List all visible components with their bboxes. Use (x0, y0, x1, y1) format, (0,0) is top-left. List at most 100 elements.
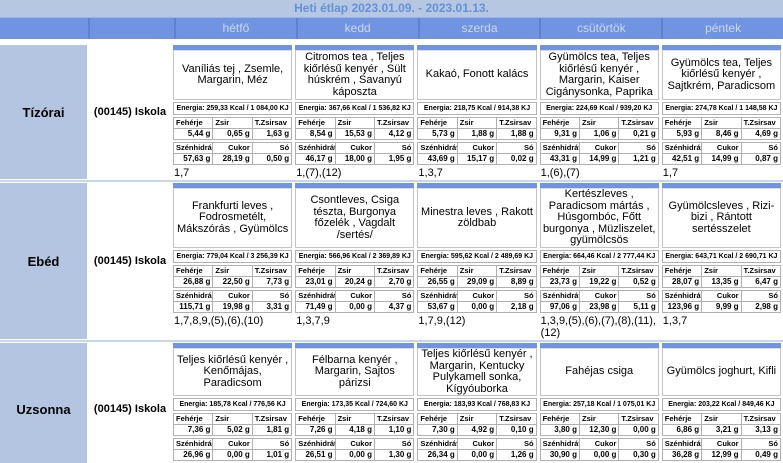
nutrition-table-bottom: Szénhidrát Cukor Só 26,96 g 0,00 g 1,01 … (173, 438, 293, 461)
allergen-codes: 1,3,7 (662, 315, 688, 327)
salt-label: Só (741, 143, 781, 154)
fat-value: 3,21 g (702, 425, 742, 436)
meal-name-label: Uzsonna (0, 343, 87, 463)
cell-accent-bar (539, 183, 659, 188)
transfat-value: 0,10 g (497, 425, 537, 436)
fat-value: 12,30 g (579, 425, 620, 436)
nutrition-table-top: Fehérje Zsir T.Zsirsav 23,01 g 20,24 g 2… (295, 265, 415, 288)
fat-label: Zsir (702, 414, 742, 425)
protein-label: Fehérje (296, 118, 336, 129)
meal-description: Vaníliás tej , Zsemle, Margarin, Méz (173, 50, 293, 100)
transfat-value: 4,69 g (741, 129, 781, 140)
header-empty-cell-2 (90, 18, 174, 39)
fat-label: Zsir (457, 118, 498, 129)
nutrition-table-bottom: Szénhidrát Cukor Só 123,96 g 9,99 g 2,98… (661, 290, 781, 313)
protein-label: Fehérje (662, 414, 703, 425)
energy-value: Energia: 595,62 Kcal / 2 489,69 KJ (417, 250, 537, 263)
sugar-label: Cukor (213, 439, 253, 450)
nutrition-table-bottom: Szénhidrát Cukor Só 26,34 g 0,00 g 1,26 … (417, 438, 537, 461)
transfat-label: T.Zsirsav (741, 266, 781, 277)
carb-label: Szénhidrát (174, 291, 214, 302)
menu-day-cell: Vaníliás tej , Zsemle, Margarin, Méz Ene… (172, 45, 294, 179)
nutrition-table-top: Fehérje Zsir T.Zsirsav 5,44 g 0,65 g 1,6… (173, 117, 293, 140)
protein-value: 9,31 g (540, 129, 580, 140)
cell-accent-bar (295, 45, 415, 50)
menu-day-cell: Gyümölcs tea, Teljes kiőrlésű kenyér , S… (661, 45, 783, 179)
sugar-label: Cukor (335, 143, 375, 154)
meal-row: Ebéd (00145) Iskola Frankfurti leves , F… (0, 183, 783, 339)
meal-name-label: Ebéd (0, 183, 87, 339)
carb-value: 43,31 g (540, 154, 580, 165)
protein-label: Fehérje (540, 118, 580, 129)
allergen-codes: 1,3,9,(5),(6),(7),(8),(11),(12) (540, 315, 656, 339)
protein-label: Fehérje (296, 414, 336, 425)
meal-description: Frankfurti leves , Fodrosmetélt, Mákszór… (173, 188, 293, 248)
sugar-label: Cukor (457, 291, 498, 302)
transfat-label: T.Zsirsav (252, 414, 293, 425)
salt-value: 0,30 g (619, 450, 659, 461)
allergen-codes: 1,3,7 (418, 167, 443, 179)
protein-value: 7,36 g (174, 425, 214, 436)
nutrition-table-top: Fehérje Zsir T.Zsirsav 23,73 g 19,22 g 0… (539, 265, 659, 288)
sugar-value: 0,00 g (335, 302, 375, 313)
carb-value: 71,49 g (296, 302, 336, 313)
fat-value: 22,50 g (213, 277, 253, 288)
salt-value: 1,01 g (252, 450, 293, 461)
meal-description: Kertészleves , Paradicsom mártás , Húsgo… (539, 188, 659, 248)
meal-description: Minestra leves , Rakott zöldbab (417, 188, 537, 248)
fat-value: 19,22 g (579, 277, 620, 288)
protein-label: Fehérje (418, 118, 458, 129)
nutrition-table-bottom: Szénhidrát Cukor Só 42,51 g 14,99 g 0,87… (661, 142, 781, 165)
fat-label: Zsir (702, 118, 742, 129)
nutrition-table-top: Fehérje Zsir T.Zsirsav 5,93 g 8,46 g 4,6… (661, 117, 781, 140)
protein-value: 6,86 g (662, 425, 703, 436)
carb-label: Szénhidrát (418, 439, 458, 450)
allergen-codes: 1,(7),(12) (296, 167, 342, 179)
allergen-codes: 1,7 (662, 167, 679, 179)
energy-value: Energia: 173,35 Kcal / 724,60 KJ (295, 398, 415, 411)
menu-day-cell: Gyümölcsleves , Rizi-bizi , Rántott sert… (661, 183, 783, 339)
fat-value: 5,02 g (213, 425, 253, 436)
meal-row: Tízórai (00145) Iskola Vaníliás tej , Zs… (0, 45, 783, 179)
menu-day-cell: Minestra leves , Rakott zöldbab Energia:… (416, 183, 538, 339)
fat-value: 20,24 g (335, 277, 375, 288)
menu-day-cell: Kertészleves , Paradicsom mártás , Húsgo… (539, 183, 661, 339)
menu-rows: Tízórai (00145) Iskola Vaníliás tej , Zs… (0, 45, 783, 463)
carb-value: 57,63 g (174, 154, 214, 165)
salt-value: 5,11 g (619, 302, 659, 313)
transfat-value: 3,13 g (741, 425, 781, 436)
transfat-value: 1,10 g (374, 425, 415, 436)
day-header-tuesday: kedd (297, 18, 418, 39)
carb-label: Szénhidrát (174, 143, 214, 154)
protein-label: Fehérje (174, 118, 214, 129)
meal-description: Citromos tea , Teljes kiőrlésű kenyér , … (295, 50, 415, 100)
cell-accent-bar (173, 343, 293, 348)
allergen-codes: 1,(6),(7) (540, 167, 580, 179)
carb-value: 30,90 g (540, 450, 580, 461)
menu-day-cell: Teljes kiőrlésű kenyér , Margarin, Kentu… (416, 343, 538, 463)
sugar-value: 19,98 g (213, 302, 253, 313)
fat-label: Zsir (213, 118, 253, 129)
salt-value: 0,49 g (741, 450, 781, 461)
nutrition-table-bottom: Szénhidrát Cukor Só 71,49 g 0,00 g 4,37 … (295, 290, 415, 313)
salt-label: Só (741, 291, 781, 302)
nutrition-table-bottom: Szénhidrát Cukor Só 30,90 g 0,00 g 0,30 … (539, 438, 659, 461)
fat-value: 4,18 g (335, 425, 375, 436)
salt-label: Só (619, 143, 659, 154)
fat-value: 13,35 g (702, 277, 742, 288)
menu-day-cell: Citromos tea , Teljes kiőrlésű kenyér , … (294, 45, 416, 179)
transfat-label: T.Zsirsav (741, 414, 781, 425)
meal-name-label: Tízórai (0, 45, 87, 179)
menu-day-cell: Fahéjas csiga Energia: 257,18 Kcal / 1 0… (539, 343, 661, 463)
protein-label: Fehérje (662, 266, 703, 277)
protein-value: 7,26 g (296, 425, 336, 436)
cell-accent-bar (661, 343, 781, 348)
row-separator (0, 179, 783, 183)
day-header-thursday: csütörtök (541, 18, 662, 39)
carb-value: 123,96 g (662, 302, 703, 313)
nutrition-table-bottom: Szénhidrát Cukor Só 57,63 g 28,19 g 0,50… (173, 142, 293, 165)
meal-description: Fahéjas csiga (539, 348, 659, 396)
nutrition-table-bottom: Szénhidrát Cukor Só 115,71 g 19,98 g 3,3… (173, 290, 293, 313)
fat-label: Zsir (457, 266, 498, 277)
fat-value: 15,53 g (335, 129, 375, 140)
